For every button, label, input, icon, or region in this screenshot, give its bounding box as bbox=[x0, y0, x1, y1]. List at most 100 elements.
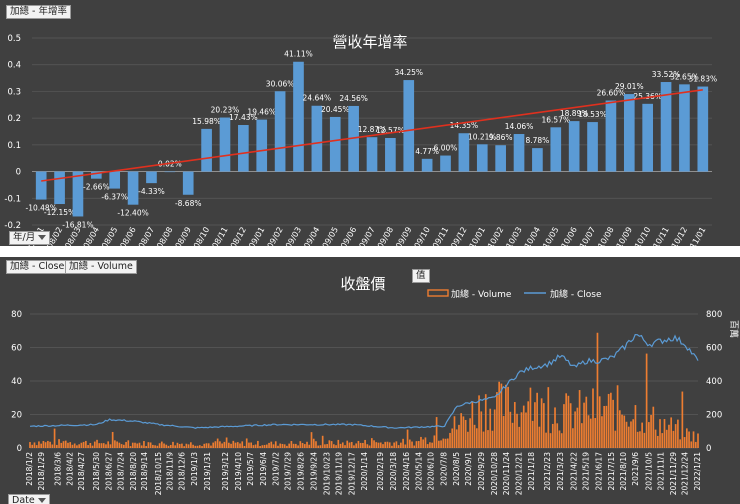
volume-bar bbox=[203, 443, 206, 448]
data-label: -12.40% bbox=[117, 209, 148, 218]
volume-bar bbox=[138, 442, 141, 448]
x-tick-label: 2018/4/2 bbox=[66, 452, 75, 486]
bar bbox=[348, 105, 359, 172]
volume-bar bbox=[47, 440, 49, 448]
volume-bar bbox=[422, 439, 425, 448]
volume-bar bbox=[681, 391, 684, 448]
volume-bar bbox=[404, 444, 407, 448]
x-tick-label: 2021/4/22 bbox=[569, 452, 578, 491]
volume-bar bbox=[181, 443, 183, 448]
volume-bar bbox=[527, 401, 530, 448]
field-button-yoy[interactable]: 加總 - 年增率 bbox=[6, 5, 71, 19]
volume-bar bbox=[350, 441, 353, 448]
volume-bar bbox=[98, 443, 101, 448]
volume-bar bbox=[531, 420, 534, 448]
volume-bar bbox=[127, 440, 130, 448]
volume-bar bbox=[286, 445, 288, 448]
volume-bar bbox=[482, 431, 485, 448]
x-tick-label: 2019/12/17 bbox=[347, 452, 356, 495]
volume-bar bbox=[69, 442, 72, 448]
volume-bar bbox=[384, 441, 387, 448]
volume-bar bbox=[254, 444, 257, 448]
x-tick-label: 109/05 bbox=[318, 226, 340, 247]
volume-bar bbox=[232, 440, 235, 448]
axis-field-label: Date bbox=[12, 495, 35, 504]
data-label: -6.37% bbox=[101, 193, 128, 202]
x-tick-label: 2019/1/31 bbox=[203, 452, 212, 491]
volume-bar bbox=[38, 441, 40, 448]
volume-bar bbox=[359, 442, 362, 448]
bar bbox=[679, 84, 690, 172]
data-label: 12.57% bbox=[376, 126, 405, 135]
volume-bar bbox=[198, 445, 201, 448]
volume-bar bbox=[670, 417, 673, 448]
volume-bar bbox=[507, 386, 509, 448]
volume-bar bbox=[569, 403, 572, 448]
volume-bar bbox=[460, 413, 463, 448]
volume-bar bbox=[169, 444, 172, 448]
volume-bar bbox=[516, 413, 518, 448]
volume-bar bbox=[529, 387, 532, 448]
volume-bar bbox=[337, 439, 340, 448]
volume-bar bbox=[85, 440, 87, 448]
volume-bar bbox=[502, 416, 505, 448]
volume-bar bbox=[279, 443, 282, 448]
x-tick-label: 2021/10/5 bbox=[644, 452, 653, 491]
x-tick-label: 2020/6/10 bbox=[427, 452, 436, 491]
volume-bar bbox=[272, 444, 275, 448]
separator bbox=[0, 246, 740, 257]
x-tick-label: 2020/5/14 bbox=[415, 452, 424, 491]
volume-bar bbox=[53, 428, 56, 448]
x-tick-label: 110/08 bbox=[594, 226, 616, 247]
volume-bar bbox=[556, 423, 559, 448]
volume-bar bbox=[478, 395, 480, 448]
volume-bar bbox=[114, 440, 116, 448]
x-tick-label: 2018/6/27 bbox=[104, 452, 113, 491]
volume-bar bbox=[96, 439, 98, 448]
x-tick-label: 2018/3/6 bbox=[53, 452, 62, 486]
volume-bar bbox=[585, 396, 588, 448]
x-tick-label: 2020/8/5 bbox=[452, 452, 461, 486]
bar bbox=[660, 82, 672, 172]
volume-bar bbox=[536, 392, 538, 448]
bar bbox=[385, 137, 396, 172]
data-label: 32.65% bbox=[670, 72, 699, 81]
volume-bar bbox=[301, 442, 304, 448]
bar bbox=[366, 137, 378, 172]
x-tick-label: 2020/7/8 bbox=[439, 452, 448, 486]
x-tick-label: 110/06 bbox=[557, 226, 579, 247]
x-tick-label: 110/10 bbox=[631, 226, 653, 247]
volume-bar bbox=[386, 441, 389, 448]
volume-bar bbox=[408, 439, 411, 448]
axis-field-button-year-month[interactable]: 年/月 bbox=[9, 231, 51, 245]
data-label: 8.78% bbox=[525, 136, 549, 145]
volume-bar bbox=[129, 446, 132, 448]
volume-bar bbox=[697, 433, 699, 448]
field-button-close[interactable]: 加總 - Close bbox=[6, 260, 69, 274]
volume-bar bbox=[661, 433, 664, 448]
data-label: 4.77% bbox=[415, 147, 439, 156]
volume-bar bbox=[656, 435, 659, 448]
volume-bar bbox=[35, 445, 38, 448]
bar bbox=[164, 171, 176, 173]
volume-bar bbox=[402, 438, 404, 448]
x-tick-label: 110/04 bbox=[520, 226, 542, 247]
volume-bar bbox=[290, 441, 293, 448]
x-tick-label: 108/10 bbox=[189, 226, 211, 247]
bar bbox=[90, 171, 102, 179]
volume-bar bbox=[659, 419, 661, 448]
values-field-button[interactable]: 值 bbox=[412, 269, 430, 283]
data-label: 41.11% bbox=[284, 50, 313, 59]
volume-bar bbox=[520, 412, 523, 448]
field-button-volume[interactable]: 加總 - Volume bbox=[65, 260, 137, 274]
x-tick-label: 2020/1/14 bbox=[360, 452, 369, 491]
volume-bar bbox=[303, 444, 306, 448]
axis-field-button-date[interactable]: Date bbox=[8, 494, 50, 504]
volume-bar bbox=[223, 441, 226, 448]
volume-bar bbox=[375, 442, 378, 448]
volume-bar bbox=[491, 430, 494, 448]
volume-bar bbox=[268, 442, 270, 448]
volume-bar bbox=[339, 443, 342, 448]
volume-bar bbox=[252, 445, 255, 448]
volume-bar bbox=[674, 424, 677, 448]
